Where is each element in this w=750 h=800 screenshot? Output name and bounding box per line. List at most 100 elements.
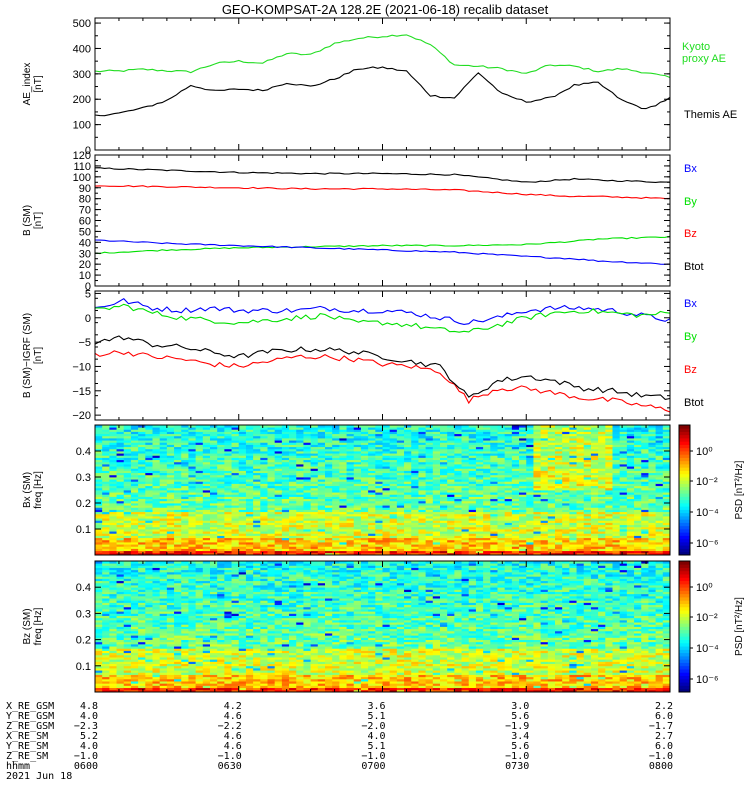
spectrogram-cell	[130, 483, 139, 487]
spectrogram-cell	[195, 453, 204, 456]
spectrogram-cell	[181, 459, 189, 463]
spectrogram-cell	[102, 498, 110, 502]
spectrogram-cell	[217, 487, 225, 491]
y-tick-label: 90	[79, 183, 91, 195]
spectrogram-cell	[195, 537, 204, 541]
spectrogram-cell	[281, 529, 290, 532]
spectrogram-cell	[109, 550, 117, 554]
spectrogram-cell	[238, 453, 247, 456]
spectrogram-cell	[109, 544, 117, 547]
spectrogram-cell	[253, 438, 261, 441]
spectrogram-cell	[238, 503, 247, 506]
spectrogram-cell	[152, 457, 161, 461]
spectrogram-cell	[274, 507, 283, 510]
spectrogram-cell	[181, 457, 189, 461]
spectrogram-cell	[102, 466, 110, 469]
y-tick-label: 0	[85, 313, 91, 325]
spectrogram-cell	[238, 479, 247, 482]
spectrogram-cell	[296, 438, 304, 441]
plot-frame	[94, 290, 671, 421]
spectrogram-cell	[109, 440, 117, 443]
spectrogram-cell	[95, 429, 103, 432]
spectrogram-cell	[317, 526, 326, 530]
spectrogram-cell	[188, 544, 197, 547]
spectrogram-cell	[95, 485, 103, 489]
spectrogram-cell	[267, 487, 276, 491]
spectrogram-cell	[296, 496, 304, 500]
spectrogram-cell	[116, 487, 125, 491]
spectrogram-cell	[159, 507, 168, 510]
spectrogram-cell	[123, 444, 132, 448]
series-line	[94, 34, 671, 79]
spectrogram-cell	[138, 546, 146, 549]
spectrogram-cell	[296, 455, 304, 458]
spectrogram-cell	[245, 429, 254, 432]
spectrogram-cell	[274, 516, 283, 519]
spectrogram-cell	[159, 542, 168, 545]
spectrogram-cell	[109, 438, 117, 441]
spectrogram-cell	[102, 507, 110, 510]
spectrogram-cell	[217, 472, 225, 476]
spectrogram-cell	[303, 548, 312, 552]
spectrogram-cell	[217, 509, 225, 513]
spectrogram-cell	[281, 522, 290, 526]
y-axis-label-line: B (SM)	[22, 205, 33, 236]
spectrogram-cell	[166, 513, 175, 517]
spectrogram-cell	[310, 425, 319, 428]
spectrogram-cell	[109, 457, 117, 461]
spectrogram-cell	[195, 487, 204, 491]
spectrogram-cell	[116, 509, 125, 513]
spectrogram-cell	[181, 516, 189, 519]
spectrogram-cell	[174, 446, 182, 450]
spectrogram-cell	[238, 440, 247, 443]
spectrogram-cell	[109, 535, 117, 539]
spectrogram-cell	[145, 431, 153, 435]
spectrogram-cell	[245, 505, 254, 508]
spectrogram-cell	[210, 453, 218, 456]
spectrogram-cell	[274, 518, 283, 521]
spectrogram-cell	[174, 468, 182, 471]
spectrogram-cell	[159, 446, 168, 450]
spectrogram-cell	[145, 487, 153, 491]
spectrogram-cell	[145, 548, 153, 552]
spectrogram-cell	[310, 479, 319, 482]
spectrogram-cell	[95, 498, 103, 502]
spectrogram-cell	[224, 539, 232, 543]
y-tick-label: −10	[72, 361, 91, 373]
spectrogram-cell	[95, 427, 103, 430]
spectrogram-cell	[123, 451, 132, 454]
spectrogram-cell	[224, 507, 232, 510]
spectrogram-cell	[123, 500, 132, 504]
spectrogram-cell	[123, 535, 132, 539]
spectrogram-cell	[195, 490, 204, 493]
spectrogram-cell	[296, 492, 304, 495]
spectrogram-cell	[210, 542, 218, 545]
spectrogram-cell	[174, 435, 182, 439]
spectrogram-cell	[224, 435, 232, 439]
spectrogram-cell	[274, 498, 283, 502]
spectrogram-cell	[95, 535, 103, 539]
spectrogram-cell	[310, 431, 319, 435]
spectrogram-cell	[102, 481, 110, 484]
spectrogram-cell	[238, 520, 247, 523]
spectrogram-cell	[260, 472, 268, 476]
spectrogram-cell	[317, 537, 326, 541]
spectrogram-cell	[289, 472, 297, 476]
spectrogram-cell	[245, 438, 254, 441]
spectrogram-cell	[202, 435, 211, 439]
spectrogram-cell	[224, 526, 232, 530]
spectrogram-cell	[159, 537, 168, 541]
spectrogram-cell	[281, 474, 290, 478]
spectrogram-cell	[95, 526, 103, 530]
spectrogram-cell	[238, 448, 247, 452]
spectrogram-cell	[202, 459, 211, 463]
spectrogram-cell	[274, 548, 283, 552]
spectrogram-cell	[210, 466, 218, 469]
spectrogram-cell	[152, 542, 161, 545]
spectrogram-cell	[231, 429, 240, 432]
spectrogram-cell	[145, 531, 153, 534]
spectrogram-cell	[166, 500, 175, 504]
spectrogram-cell	[202, 509, 211, 513]
spectrogram-cell	[310, 516, 319, 519]
spectrogram-cell	[210, 550, 218, 554]
